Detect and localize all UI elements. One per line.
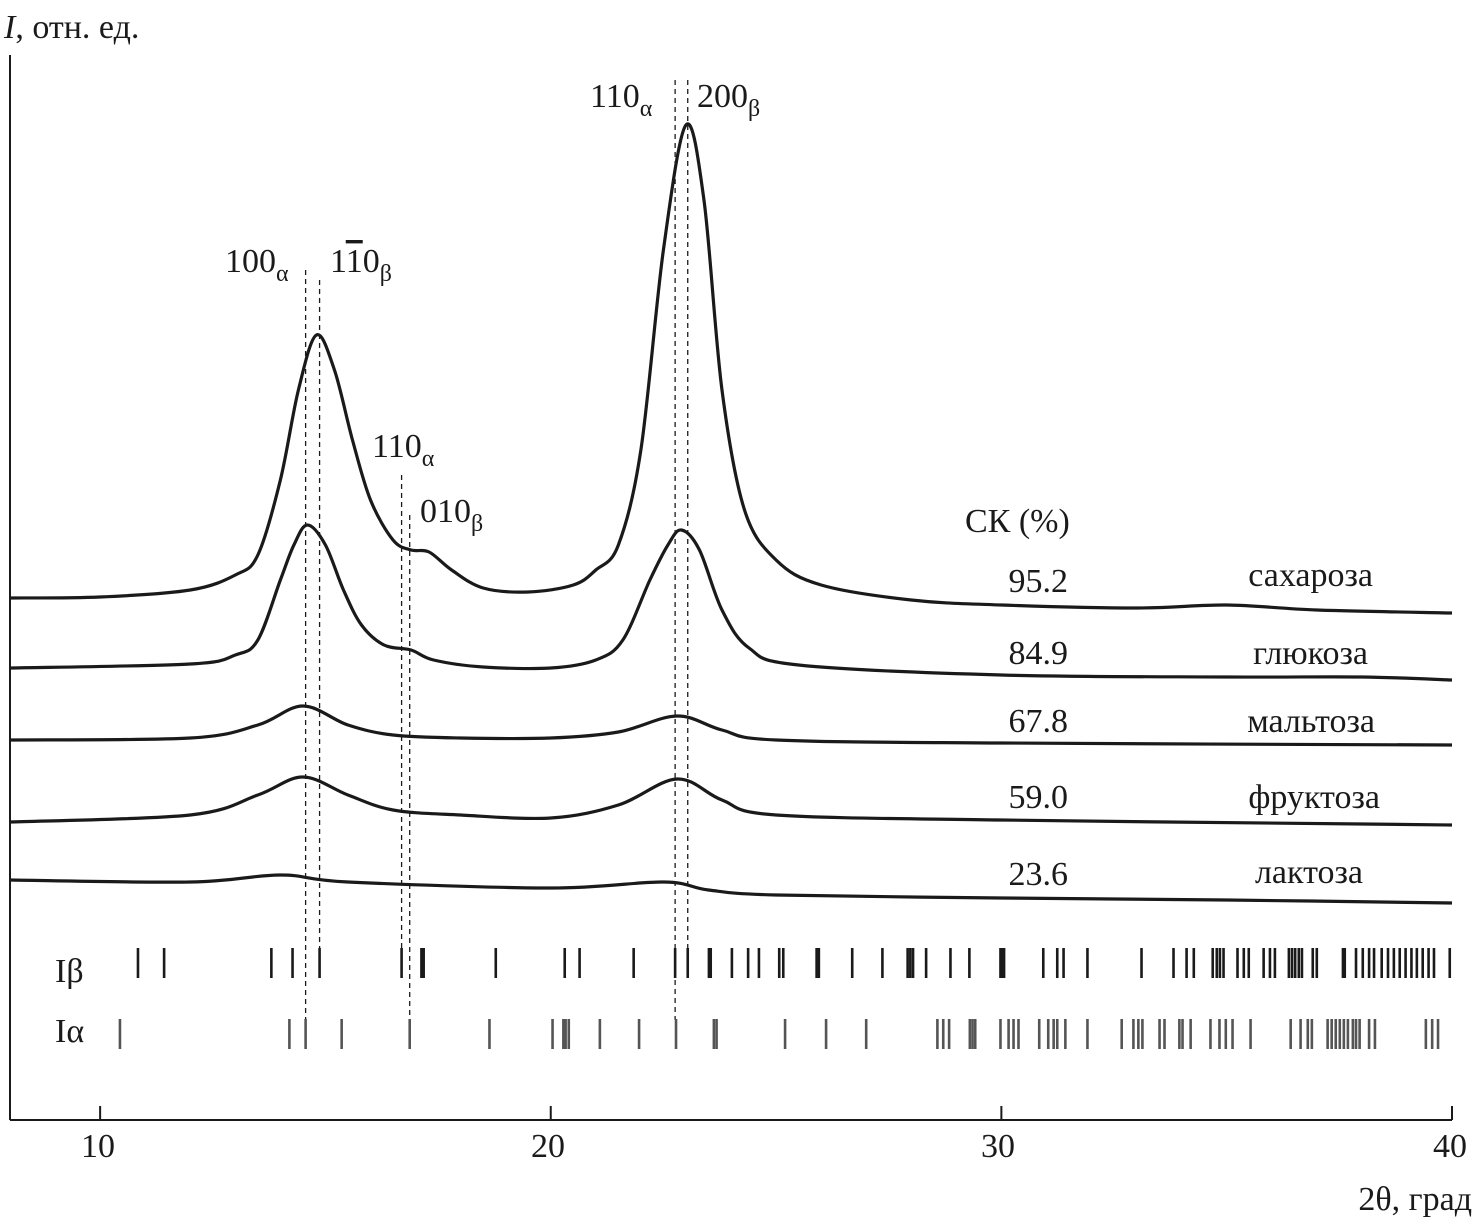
- series-name: мальтоза: [1247, 703, 1375, 740]
- reflection-dashed-lines: [304, 80, 689, 1045]
- legend-header: СК (%): [965, 503, 1070, 540]
- series-line-глюкоза: [9, 523, 1453, 682]
- annotation-200b: 200β: [697, 78, 760, 122]
- x-tick-label: 20: [531, 1128, 565, 1165]
- ref-label-ibeta: Iβ: [55, 953, 84, 990]
- x-tick-label: 30: [981, 1128, 1015, 1165]
- series-name: сахароза: [1248, 557, 1373, 594]
- ck-value: 95.2: [1009, 563, 1069, 600]
- ck-value: 67.8: [1009, 703, 1069, 740]
- x-tick-label: 40: [1433, 1128, 1467, 1165]
- ck-value: 59.0: [1009, 779, 1069, 816]
- annotation-010b: 010β: [420, 493, 483, 537]
- annotation-1-10b: 110β: [330, 243, 392, 287]
- series-line-сахароза: [9, 122, 1453, 615]
- curves: [9, 122, 1453, 905]
- series-name: фруктоза: [1248, 779, 1380, 816]
- series-name: лактоза: [1255, 854, 1363, 891]
- annotation-110a-low: 110α: [372, 428, 435, 472]
- series-name: глюкоза: [1253, 635, 1368, 672]
- y-axis-label: I, отн. ед.: [3, 9, 139, 46]
- x-tick-label: 10: [81, 1128, 115, 1165]
- ref-label-ialpha: Iα: [55, 1013, 84, 1050]
- reference-tick-rows: [118, 948, 1452, 1049]
- series-line-лактоза: [9, 873, 1453, 905]
- series-line-мальтоза: [9, 704, 1453, 747]
- series-line-фруктоза: [9, 775, 1453, 827]
- x-axis-label: 2θ, град: [1358, 1181, 1472, 1218]
- ck-value: 23.6: [1009, 856, 1069, 893]
- axes: [9, 55, 1453, 1121]
- ck-value: 84.9: [1009, 635, 1069, 672]
- annotation-100a: 100α: [225, 243, 289, 287]
- annotation-110a-high: 110α: [590, 78, 653, 122]
